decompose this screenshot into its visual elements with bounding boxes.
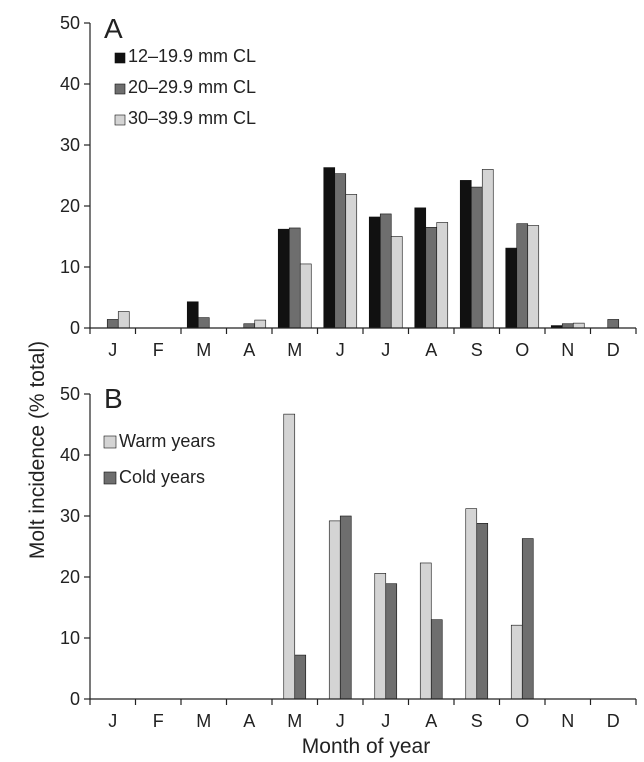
x-tick-label: N [561,340,574,360]
bar-a-s3-m9 [481,169,494,329]
x-tick-label: A [425,711,437,731]
legend-label: Cold years [119,467,205,487]
bar-a-s1-m5 [277,228,290,329]
y-tick-label: 30 [60,135,80,155]
y-tick-label: 10 [60,257,80,277]
bar-b-s1-m9 [465,508,478,700]
x-tick-label: N [561,711,574,731]
bar-b-s2-m7 [385,583,398,700]
x-tick-label: J [381,340,390,360]
legend-label: 20–29.9 mm CL [128,77,256,97]
series-1-bars [186,167,563,329]
bar-a-s3-m4 [254,319,267,329]
bar-b-s1-m6 [328,520,341,700]
bar-a-s3-m5 [299,263,312,329]
bar-a-s2-m3 [197,317,210,329]
series-2-bars [106,173,620,329]
x-tick-label: J [108,711,117,731]
panel-label: A [104,13,123,44]
x-tick-label: A [243,711,255,731]
y-tick-label: 30 [60,506,80,526]
x-tick-label: A [243,340,255,360]
bar-a-s3-m8 [436,222,449,329]
x-tick-label: F [153,340,164,360]
x-tick-label: M [196,340,211,360]
x-tick-label: F [153,711,164,731]
x-axis-title: Month of year [302,735,430,758]
bar-b-s1-m10 [510,624,523,700]
legend-swatch [114,114,126,126]
x-tick-label: A [425,340,437,360]
bar-a-s3-m7 [390,236,403,329]
y-tick-label: 20 [60,567,80,587]
bar-a-s3-m6 [345,194,358,329]
bar-a-s1-m6 [323,167,336,329]
bar-a-s2-m9 [470,186,483,329]
y-tick-label: 20 [60,196,80,216]
x-tick-label: J [108,340,117,360]
bar-b-s1-m8 [419,562,432,700]
legend-label: Warm years [119,431,215,451]
bar-b-s2-m10 [521,538,534,700]
legend-swatch [103,435,117,449]
bar-a-s2-m8 [425,227,438,329]
bar-b-s2-m9 [476,523,489,700]
bar-a-s3-m10 [527,225,540,329]
x-tick-label: M [196,711,211,731]
legend-swatch [114,52,126,64]
x-tick-label: O [515,340,529,360]
bar-a-s2-m11 [561,323,574,329]
legend: 12–19.9 mm CL 20–29.9 mm CL 30–39.9 mm CL [114,46,256,128]
x-tick-label: D [607,340,620,360]
series-3-bars [117,169,585,329]
bar-a-s1-m7 [368,216,381,329]
y-tick-label: 50 [60,384,80,404]
bar-a-s2-m4 [243,323,256,329]
x-tick-label: J [336,711,345,731]
bar-a-s2-m10 [516,223,529,329]
x-tick-label: S [471,340,483,360]
y-tick-label: 40 [60,74,80,94]
x-tick-label: J [381,711,390,731]
bar-b-s2-m5 [294,654,307,700]
x-tick-label: M [287,340,302,360]
y-axis-title: Molt incidence (% total) [26,341,49,559]
x-tick-label: S [471,711,483,731]
bar-b-s2-m8 [430,619,443,700]
y-tick-label: 10 [60,628,80,648]
legend-label: 30–39.9 mm CL [128,108,256,128]
x-tick-label: D [607,711,620,731]
x-tick-label: J [336,340,345,360]
panel-b: 0 10 20 30 40 50 J F M A M J J A S O N D B Warm years Cold y… [60,383,637,731]
legend: Warm years Cold years [103,431,215,487]
bar-b-s2-m6 [339,515,352,700]
x-tick-label: M [287,711,302,731]
bar-a-s1-m9 [459,180,472,329]
y-tick-label: 0 [70,689,80,709]
bar-a-s1-m8 [414,207,427,329]
legend-label: 12–19.9 mm CL [128,46,256,66]
bar-a-s1-m3 [186,301,199,329]
y-tick-label: 40 [60,445,80,465]
bar-b-s1-m5 [283,413,296,700]
bar-a-s2-m5 [288,227,301,329]
bar-a-s2-m1 [106,319,119,329]
legend-swatch [114,83,126,95]
bar-a-s1-m10 [505,247,518,329]
legend-swatch [103,471,117,485]
bar-b-s1-m7 [374,573,387,700]
bar-a-s2-m7 [379,213,392,329]
y-tick-label: 0 [70,318,80,338]
bar-a-s3-m1 [117,311,130,329]
y-tick-label: 50 [60,13,80,33]
x-tick-label: O [515,711,529,731]
bar-a-s2-m12 [607,319,620,329]
bar-a-s2-m6 [334,173,347,329]
panel-label: B [104,383,123,414]
bar-a-s3-m11 [572,322,585,329]
